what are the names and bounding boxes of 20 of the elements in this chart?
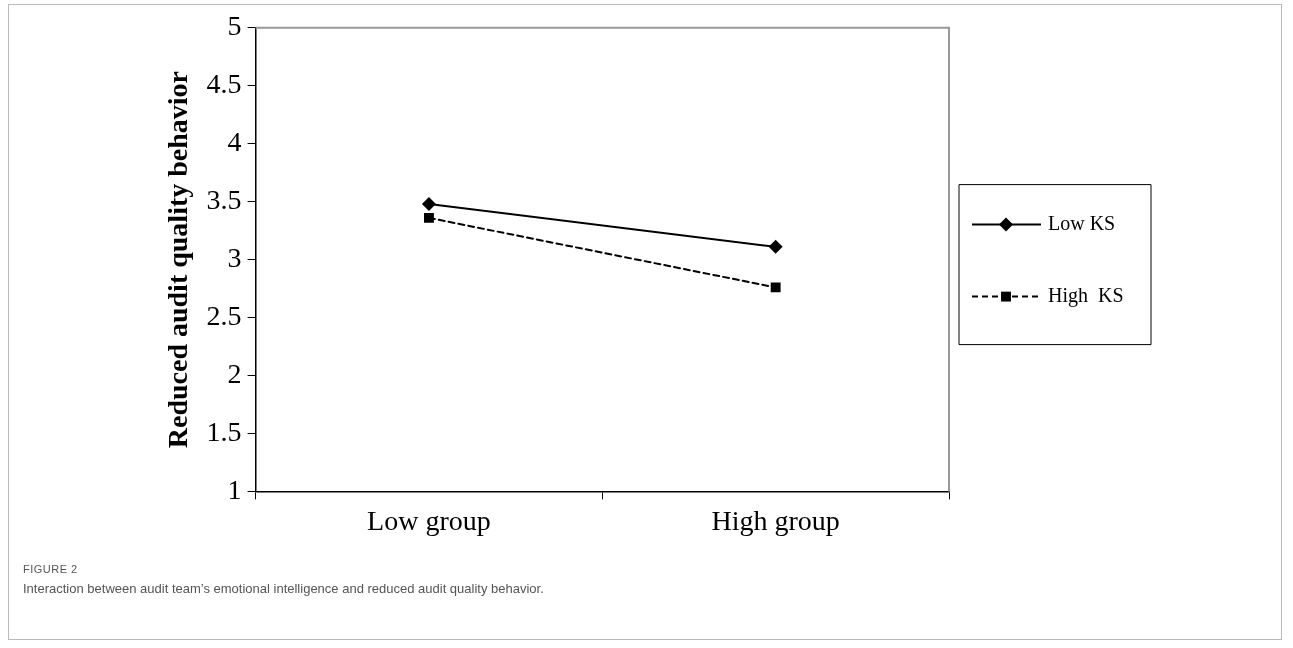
y-tick-label: 1.5 (206, 415, 242, 447)
y-tick-label: 2.5 (206, 299, 242, 331)
y-tick-label: 1 (227, 473, 242, 505)
point (421, 196, 436, 211)
caption: FIGURE 2 (23, 563, 78, 575)
y-tick-label: 5 (227, 10, 242, 42)
y-axis-title: Reduced audit quality behavior (162, 70, 194, 449)
point (768, 239, 783, 254)
legend-label: Low KS (1048, 211, 1116, 234)
y-tick-label: 3.5 (206, 184, 242, 216)
legend-label: High KS (1048, 283, 1124, 307)
point (424, 212, 434, 223)
y-tick-label: 4 (227, 126, 242, 158)
y-tick-label: 4.5 (206, 68, 242, 100)
point (770, 282, 781, 293)
x-tick-label: Low group (367, 504, 491, 536)
text: Interaction between audit team’s emotional intelligence and reduced audit quality behavior. (23, 581, 544, 596)
x-tick-label: High group (711, 504, 840, 536)
y-tick-label: 2 (227, 357, 242, 389)
y-tick-label: 3 (227, 241, 242, 273)
